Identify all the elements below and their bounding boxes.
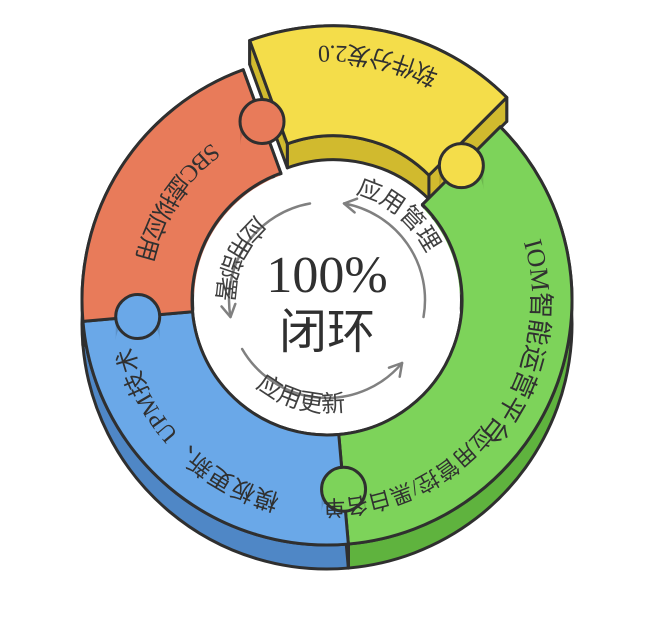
puzzle-knob [240, 99, 284, 143]
center-text-line2: 闭环 [279, 306, 375, 359]
center-text-line1: 100% [266, 247, 387, 304]
puzzle-knob [116, 295, 160, 339]
puzzle-knob [439, 144, 483, 188]
